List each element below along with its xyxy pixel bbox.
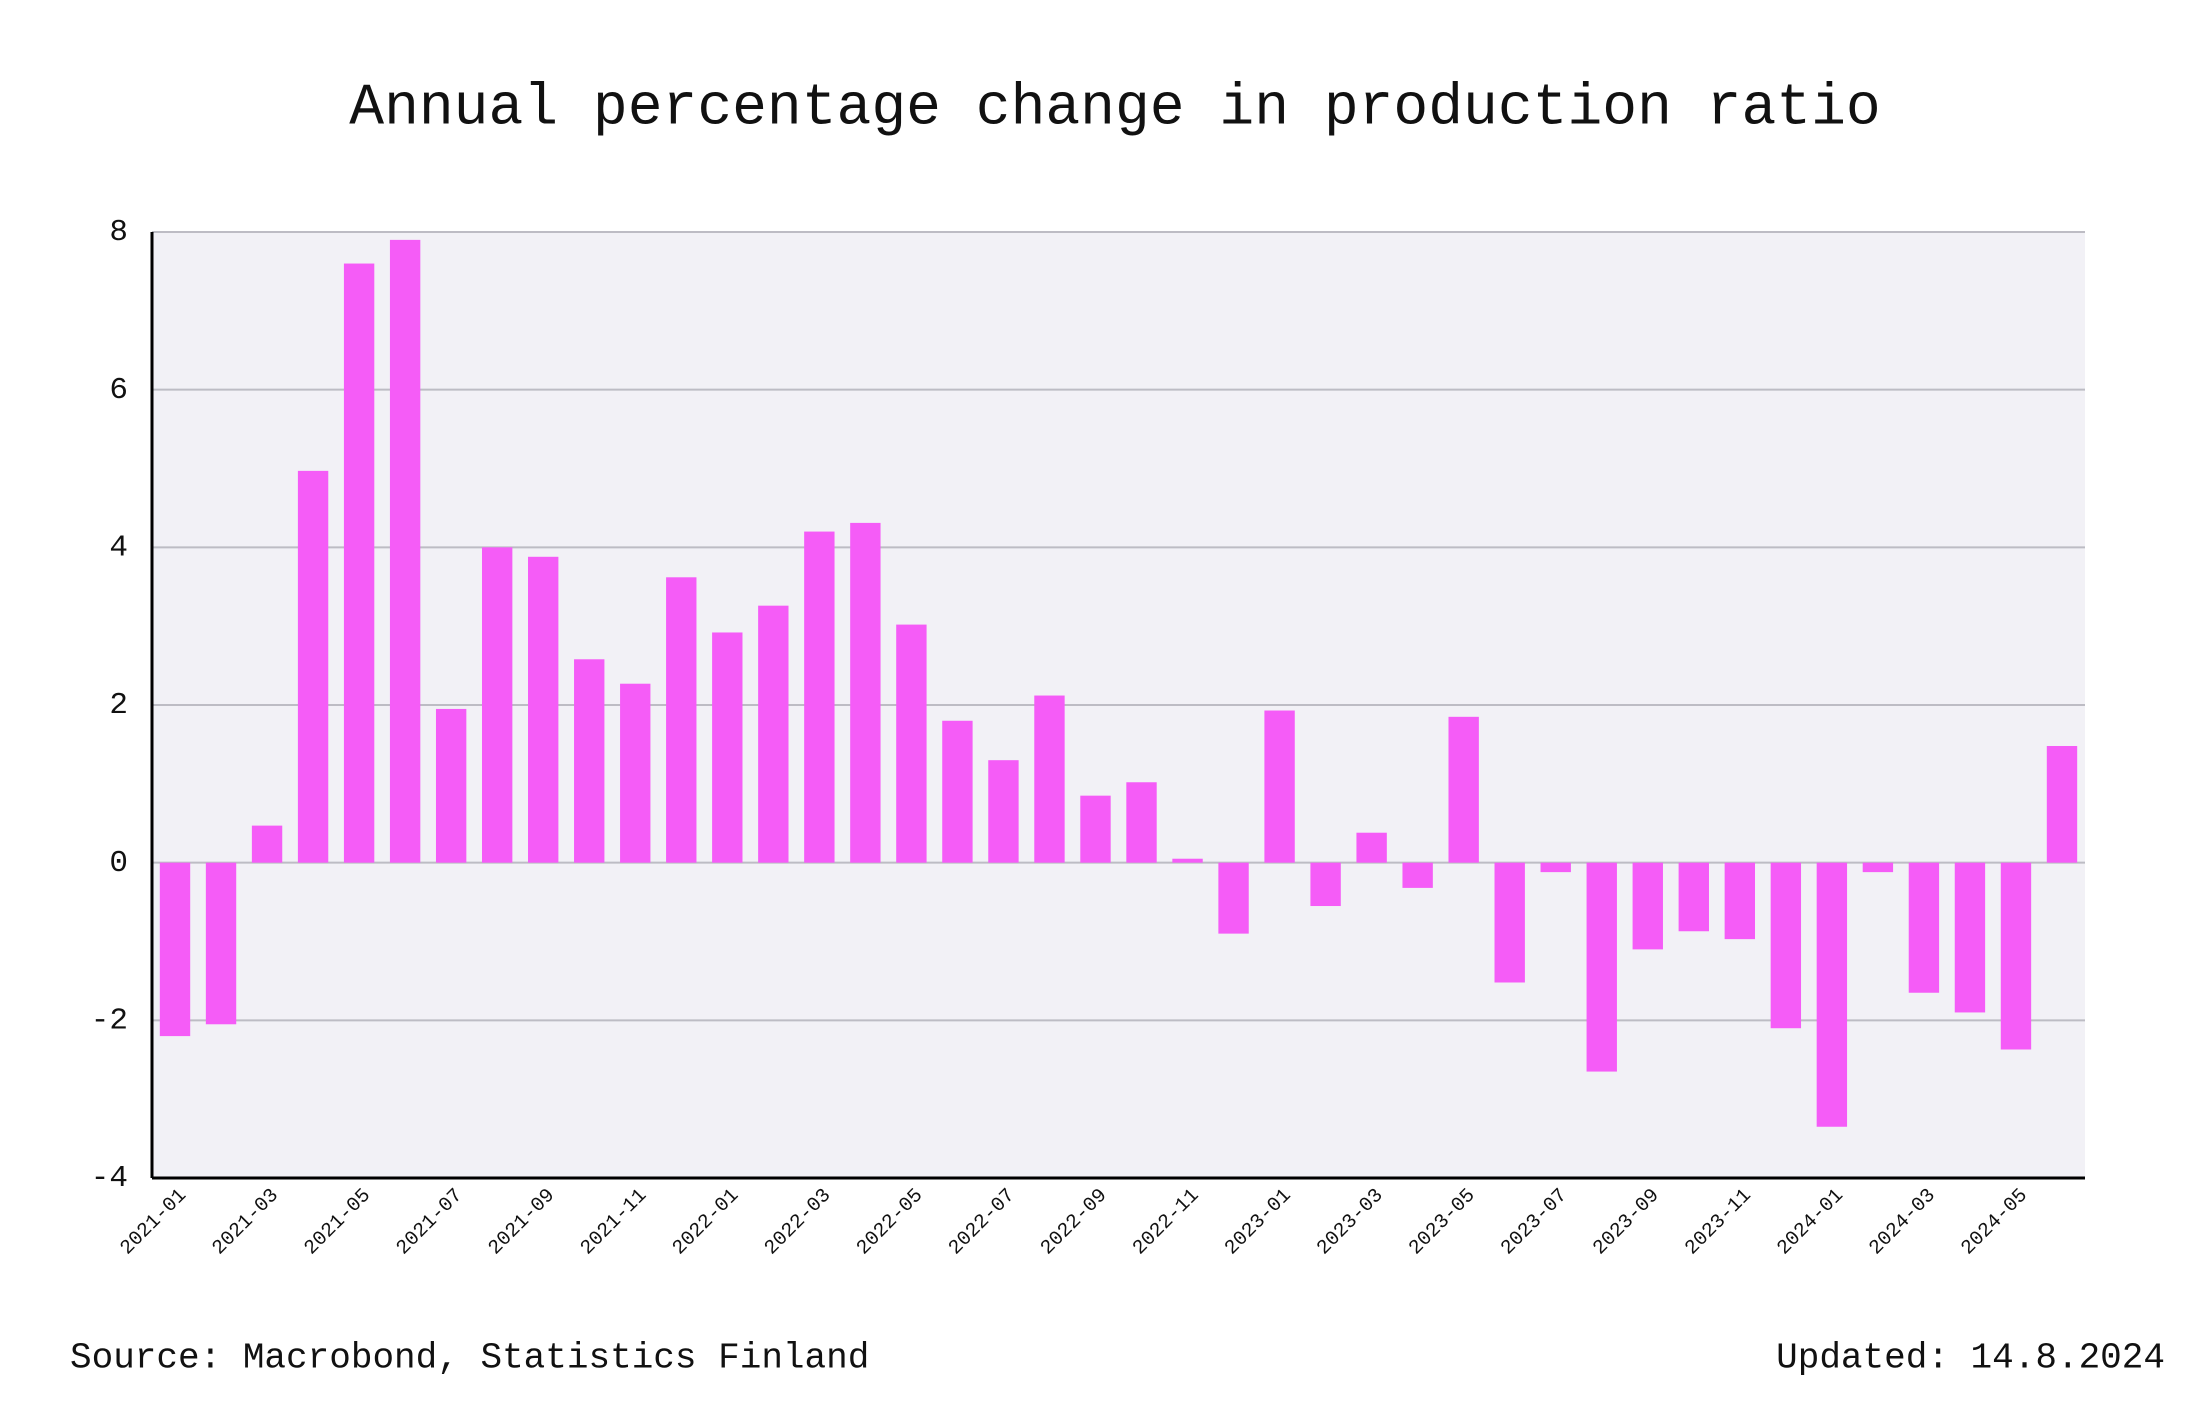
bar (712, 632, 743, 863)
bar (1034, 695, 1065, 863)
y-tick-label: -2 (91, 1004, 128, 1039)
bar (1540, 862, 1571, 873)
y-tick-label: 2 (109, 688, 128, 723)
bar (804, 531, 835, 863)
bar (666, 577, 697, 863)
bar (1356, 832, 1387, 863)
bar (1862, 862, 1894, 873)
bar (1632, 862, 1663, 950)
bar (297, 470, 329, 863)
bar (205, 862, 237, 1025)
bar (1402, 862, 1433, 888)
bar (251, 825, 283, 863)
bar (896, 624, 927, 863)
updated-note: Updated: 14.8.2024 (1776, 1338, 2165, 1379)
bar (2046, 745, 2078, 863)
bar (758, 605, 789, 863)
bar (1724, 862, 1756, 940)
bar (620, 683, 651, 863)
bar (942, 720, 973, 863)
bar (2000, 862, 2032, 1050)
bar (1586, 862, 1617, 1072)
y-tick-label: -4 (91, 1161, 128, 1196)
bar (435, 708, 467, 863)
bar (159, 862, 191, 1037)
bar (1908, 862, 1940, 993)
bar (1494, 862, 1525, 983)
bar (528, 556, 559, 863)
bar (574, 659, 605, 863)
bar (1816, 862, 1848, 1127)
bar (1770, 862, 1802, 1029)
bar (389, 239, 421, 863)
bar (1218, 862, 1249, 934)
bar (850, 522, 881, 863)
bar (988, 760, 1019, 863)
chart-title: Annual percentage change in production r… (349, 76, 1880, 141)
y-tick-label: 8 (109, 215, 128, 250)
source-note: Source: Macrobond, Statistics Finland (70, 1338, 869, 1379)
bar (1678, 862, 1709, 932)
bar (1080, 795, 1111, 863)
bar (481, 547, 513, 863)
bar (1310, 862, 1341, 907)
bar (1126, 782, 1157, 863)
bar (1172, 858, 1203, 863)
bar (1264, 710, 1295, 863)
bar (343, 263, 375, 863)
bar (1448, 716, 1479, 863)
y-tick-label: 0 (109, 846, 128, 881)
y-tick-label: 6 (109, 373, 128, 408)
bar (1954, 862, 1986, 1013)
y-tick-label: 4 (109, 531, 128, 566)
